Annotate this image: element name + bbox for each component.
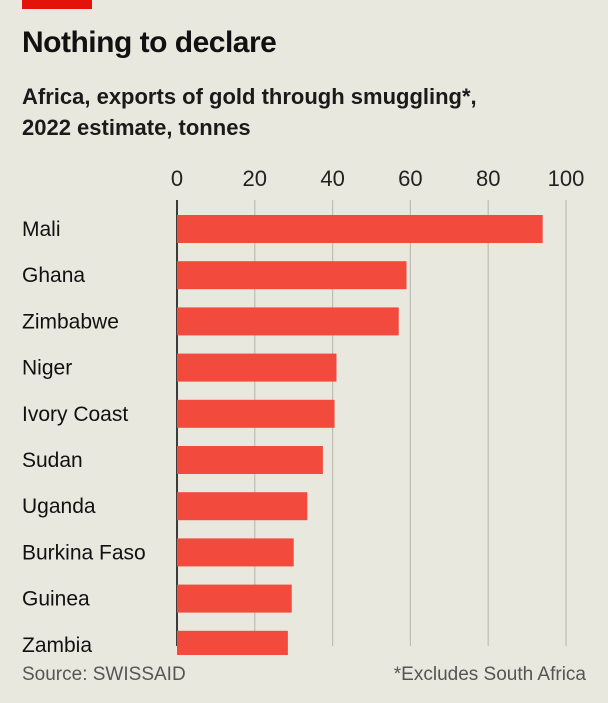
- bar: [177, 399, 335, 428]
- bar: [177, 261, 407, 290]
- footnote: *Excludes South Africa: [393, 664, 586, 685]
- category-label: Mali: [22, 218, 61, 241]
- x-tick-label: 0: [171, 166, 183, 191]
- subtitle-line-1: Africa, exports of gold through smugglin…: [22, 84, 477, 109]
- bar: [177, 215, 543, 243]
- category-label: Burkina Faso: [22, 541, 146, 564]
- bar: [177, 307, 399, 336]
- x-tick-label: 40: [320, 166, 344, 191]
- subtitle-line-2: 2022 estimate, tonnes: [22, 115, 251, 140]
- category-label: Ivory Coast: [22, 403, 128, 426]
- category-label: Zambia: [22, 634, 92, 655]
- bar: [177, 492, 308, 521]
- bar: [177, 538, 294, 567]
- bar: [177, 630, 288, 655]
- bar: [177, 353, 337, 382]
- x-tick-label: 60: [398, 166, 422, 191]
- brand-red-tag: [22, 0, 92, 9]
- category-label: Ghana: [22, 264, 85, 287]
- chart-title: Nothing to declare: [22, 26, 277, 59]
- x-tick-label: 20: [243, 166, 267, 191]
- chart-subtitle: Africa, exports of gold through smugglin…: [22, 81, 592, 143]
- category-label: Uganda: [22, 495, 96, 518]
- x-tick-label: 100: [548, 166, 585, 191]
- bar: [177, 584, 292, 613]
- category-label: Guinea: [22, 588, 90, 611]
- bar: [177, 446, 323, 474]
- category-label: Sudan: [22, 449, 83, 472]
- x-tick-label: 80: [476, 166, 500, 191]
- category-label: Zimbabwe: [22, 310, 119, 333]
- category-label: Niger: [22, 357, 72, 380]
- source-note: Source: SWISSAID: [22, 664, 186, 685]
- bar-chart: 0 20 40 60 80 100 Mali Ghana Zimbabwe Niger Ivory …: [22, 166, 585, 655]
